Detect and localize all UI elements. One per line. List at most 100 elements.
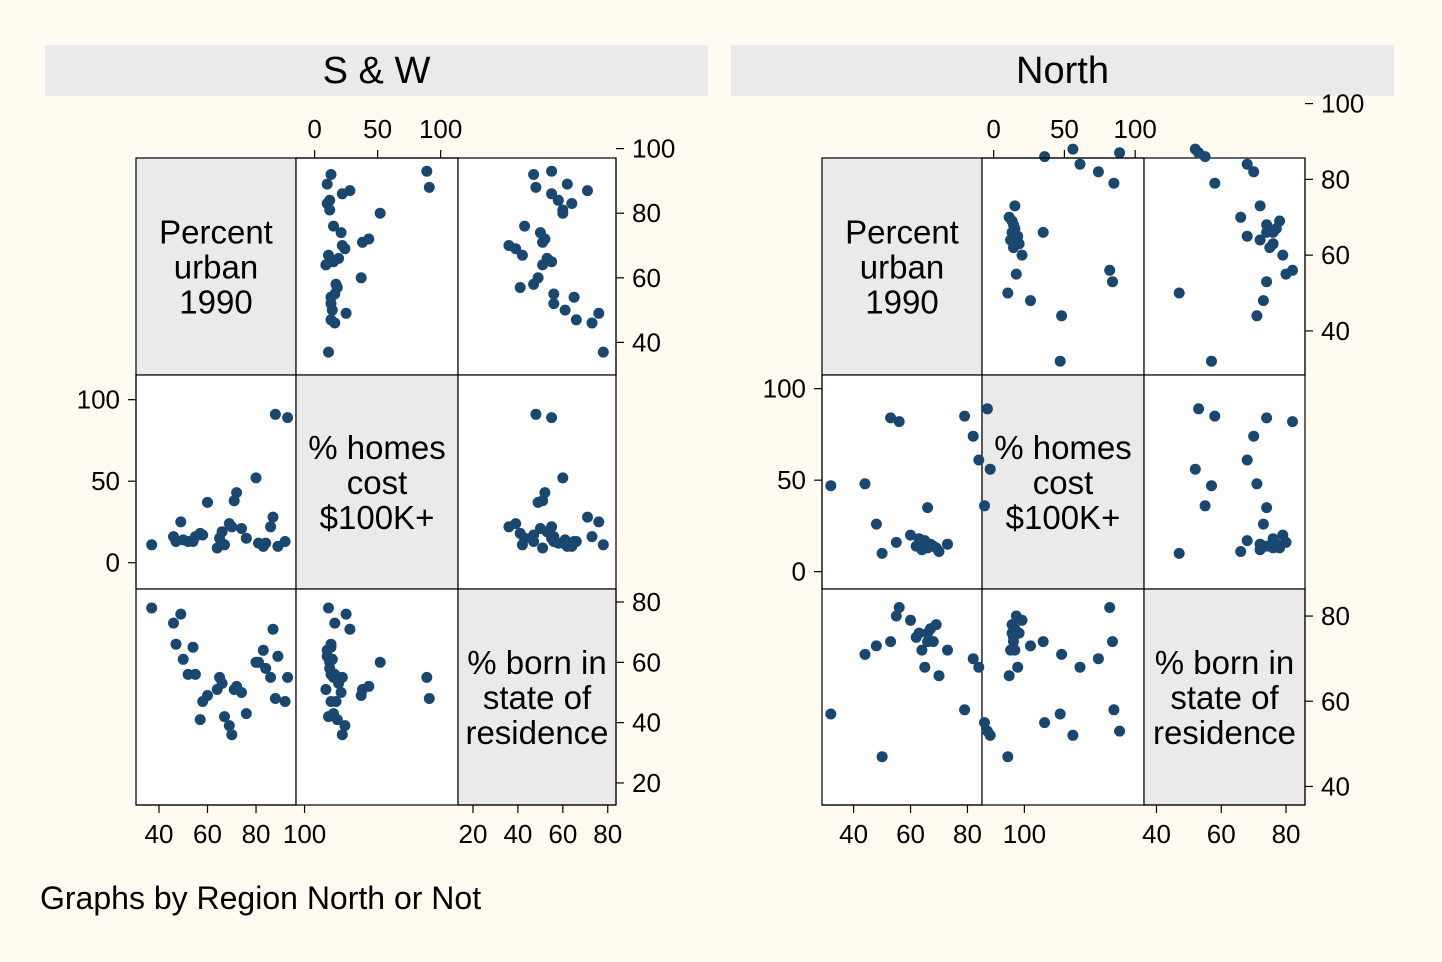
data-point bbox=[930, 619, 942, 631]
data-point bbox=[340, 608, 352, 620]
data-point bbox=[1074, 158, 1086, 170]
data-point bbox=[967, 430, 979, 442]
tick-label: 100 bbox=[419, 114, 462, 144]
data-point bbox=[1189, 143, 1201, 155]
data-point bbox=[1107, 276, 1118, 288]
variable-label: residence bbox=[1153, 714, 1296, 751]
data-point bbox=[1257, 518, 1269, 530]
data-point bbox=[231, 487, 243, 499]
data-point bbox=[927, 636, 939, 648]
data-point bbox=[421, 671, 433, 683]
data-point bbox=[1261, 412, 1273, 424]
data-point bbox=[919, 535, 931, 547]
data-point bbox=[1251, 478, 1263, 490]
data-point bbox=[516, 249, 528, 261]
variable-label: residence bbox=[465, 714, 608, 751]
data-point bbox=[260, 537, 272, 549]
data-point bbox=[324, 194, 336, 206]
data-point bbox=[916, 644, 928, 656]
data-point bbox=[1235, 211, 1247, 223]
data-point bbox=[557, 207, 569, 219]
data-point bbox=[260, 662, 272, 674]
data-point bbox=[593, 516, 605, 528]
data-point bbox=[1039, 717, 1051, 729]
data-point bbox=[323, 711, 334, 723]
data-point bbox=[859, 648, 871, 660]
tick-label: 0 bbox=[307, 114, 321, 144]
data-point bbox=[326, 653, 338, 665]
data-point bbox=[1261, 226, 1273, 238]
data-point bbox=[250, 472, 262, 484]
variable-label: Percent bbox=[159, 214, 273, 251]
data-point bbox=[1008, 636, 1019, 648]
data-point bbox=[1037, 226, 1049, 238]
data-point bbox=[919, 661, 931, 673]
data-point bbox=[328, 256, 339, 268]
data-point bbox=[959, 410, 971, 422]
tick-label: 100 bbox=[1003, 819, 1046, 849]
data-point bbox=[870, 518, 882, 530]
data-point bbox=[973, 454, 985, 466]
data-point bbox=[1261, 502, 1273, 514]
data-point bbox=[236, 523, 247, 534]
data-point bbox=[1173, 547, 1185, 559]
tick-label: 80 bbox=[632, 587, 661, 617]
data-point bbox=[1261, 219, 1273, 231]
data-point bbox=[1277, 249, 1289, 261]
variable-label: % homes bbox=[994, 429, 1132, 466]
data-point bbox=[344, 623, 356, 635]
data-point bbox=[528, 169, 540, 180]
data-point bbox=[175, 608, 187, 620]
data-point bbox=[1257, 295, 1269, 307]
data-point bbox=[979, 717, 990, 729]
tick-label: 20 bbox=[459, 819, 488, 849]
data-point bbox=[194, 714, 206, 726]
data-point bbox=[1108, 704, 1120, 716]
data-point bbox=[330, 696, 342, 707]
data-point bbox=[546, 412, 558, 424]
data-point bbox=[1235, 546, 1247, 557]
data-point bbox=[979, 500, 990, 512]
data-point bbox=[336, 240, 348, 251]
variable-label: state of bbox=[1170, 679, 1279, 716]
tick-label: 0 bbox=[986, 114, 1000, 144]
tick-label: 40 bbox=[1321, 771, 1350, 801]
data-point bbox=[1209, 177, 1221, 189]
data-point bbox=[240, 532, 252, 544]
data-point bbox=[1054, 355, 1066, 367]
diagonal-cell bbox=[457, 588, 617, 806]
data-point bbox=[1008, 242, 1019, 254]
scatter-cell bbox=[1143, 374, 1306, 590]
tick-label: 40 bbox=[145, 819, 174, 849]
data-point bbox=[423, 181, 435, 193]
tick-label: 80 bbox=[632, 198, 661, 228]
data-point bbox=[539, 487, 551, 499]
tick-label: 80 bbox=[593, 819, 622, 849]
data-point bbox=[1104, 264, 1116, 276]
data-point bbox=[582, 185, 593, 197]
data-point bbox=[967, 653, 979, 665]
data-point bbox=[870, 640, 882, 652]
tick-label: 0 bbox=[792, 557, 806, 587]
data-point bbox=[876, 751, 888, 763]
tick-label: 50 bbox=[363, 114, 392, 144]
data-point bbox=[825, 480, 837, 492]
data-point bbox=[905, 614, 916, 626]
data-point bbox=[1025, 640, 1036, 652]
data-point bbox=[1010, 268, 1022, 280]
tick-label: 40 bbox=[839, 819, 868, 849]
data-point bbox=[282, 412, 294, 424]
data-point bbox=[329, 617, 341, 629]
data-point bbox=[282, 671, 294, 683]
data-point bbox=[1002, 287, 1014, 299]
data-point bbox=[240, 708, 252, 720]
data-point bbox=[279, 696, 291, 707]
data-point bbox=[1067, 729, 1079, 741]
variable-label: 1990 bbox=[865, 284, 938, 321]
data-point bbox=[272, 650, 284, 662]
tick-label: 40 bbox=[632, 708, 661, 738]
panel-title: North bbox=[1016, 50, 1109, 92]
tick-label: 60 bbox=[1321, 686, 1350, 716]
data-point bbox=[1173, 287, 1185, 299]
